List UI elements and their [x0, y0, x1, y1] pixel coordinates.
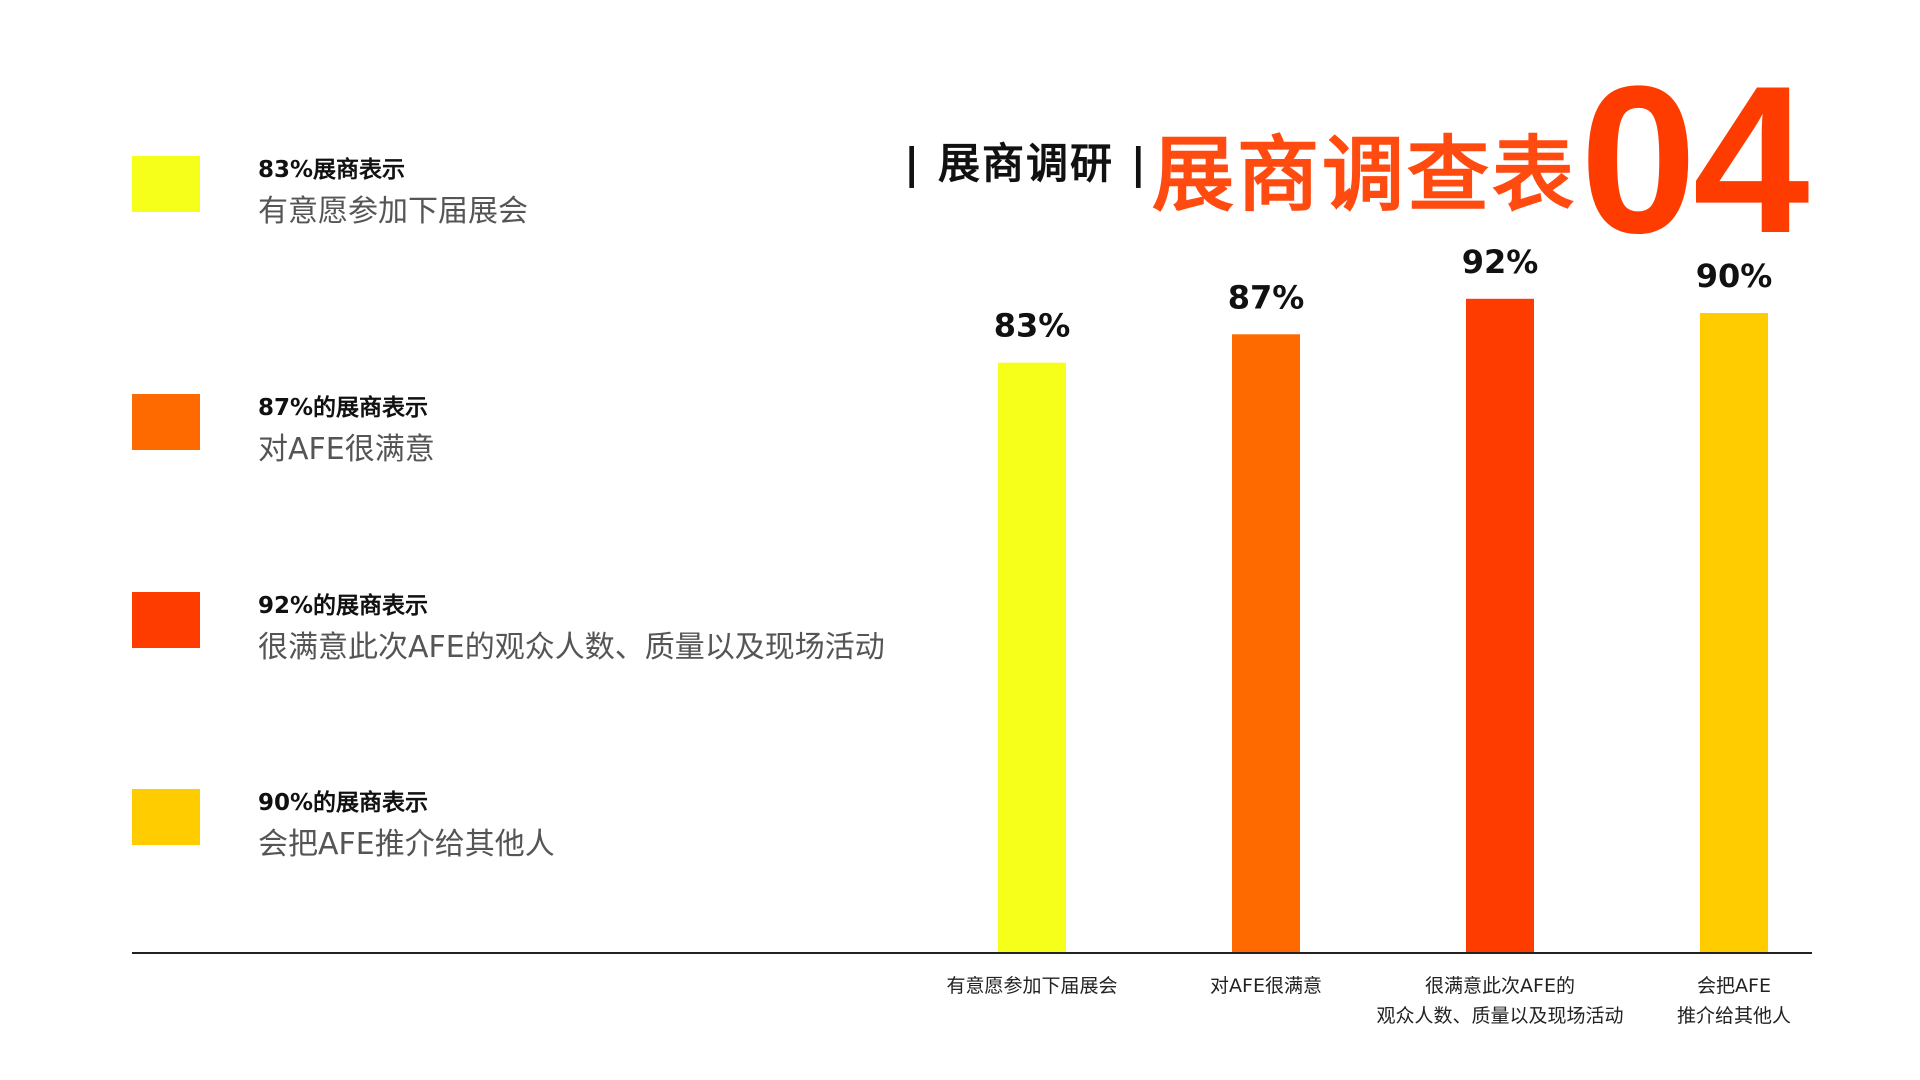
header: | 展商调研 | 展商调查表 04: [904, 42, 1904, 277]
bar: [998, 362, 1066, 952]
legend-swatch: [132, 789, 200, 845]
category-label: 推介给其他人: [1677, 1005, 1791, 1027]
data-label: 87%: [1228, 278, 1305, 316]
bar: [1466, 298, 1534, 952]
legend-item: 87%的展商表示 对AFE很满意: [132, 388, 932, 468]
legend-swatch: [132, 156, 200, 212]
legend-heading: 83%展商表示: [258, 157, 406, 183]
legend-description: 对AFE很满意: [258, 432, 435, 467]
data-label: 92%: [1462, 243, 1539, 281]
legend-item: 90%的展商表示 会把AFE推介给其他人: [132, 783, 932, 863]
bar: [1700, 313, 1768, 952]
legend-swatch: [132, 394, 200, 450]
category-label: 有意愿参加下届展会: [946, 975, 1117, 997]
legend-description: 很满意此次AFE的观众人数、质量以及现场活动: [258, 630, 885, 665]
page-title: 展商调查表: [1152, 128, 1578, 223]
data-label: 90%: [1696, 257, 1773, 295]
legend-swatch: [132, 592, 200, 648]
legend-item: 83%展商表示 有意愿参加下届展会: [132, 150, 932, 230]
category-label: 很满意此次AFE的: [1425, 975, 1575, 997]
legend-heading: 87%的展商表示: [258, 395, 429, 421]
section-number: 04: [1580, 42, 1810, 277]
legend-description: 会把AFE推介给其他人: [258, 827, 555, 862]
category-label: 对AFE很满意: [1210, 975, 1322, 997]
legend-item: 92%的展商表示 很满意此次AFE的观众人数、质量以及现场活动: [132, 586, 932, 666]
category-label: 会把AFE: [1697, 975, 1771, 997]
category-label: 观众人数、质量以及现场活动: [1376, 1005, 1623, 1027]
data-label: 83%: [994, 307, 1071, 345]
bar: [1232, 334, 1300, 952]
legend-heading: 90%的展商表示: [258, 790, 429, 816]
legend-heading: 92%的展商表示: [258, 593, 429, 619]
section-subtitle: | 展商调研 |: [904, 139, 1148, 188]
legend-description: 有意愿参加下届展会: [258, 194, 528, 229]
